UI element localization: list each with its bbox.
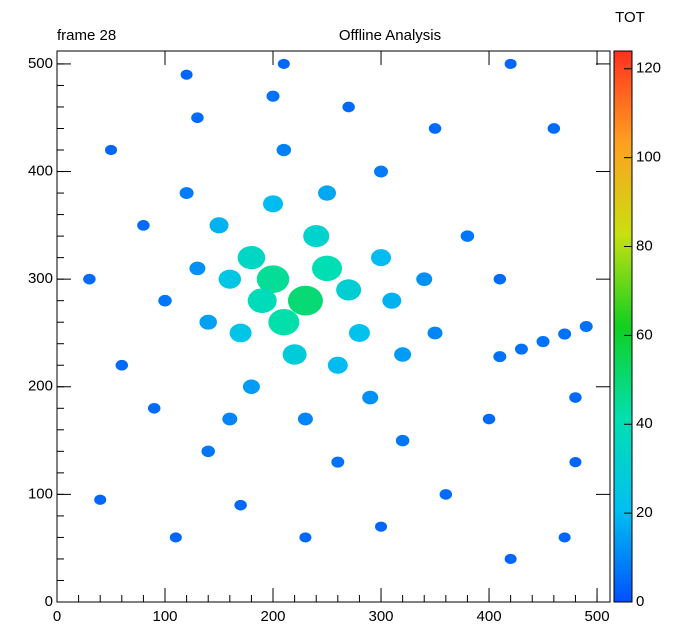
points bbox=[83, 58, 593, 565]
hit-cluster bbox=[362, 390, 379, 405]
hit-cluster bbox=[94, 494, 107, 505]
plot-frame bbox=[56, 50, 611, 603]
hit-cluster bbox=[169, 532, 182, 543]
hit-cluster bbox=[493, 273, 507, 285]
hit-cluster bbox=[282, 344, 307, 365]
hit-cluster bbox=[137, 220, 150, 231]
hit-cluster bbox=[427, 326, 443, 340]
hit-cluster bbox=[371, 249, 392, 267]
hit-cluster bbox=[242, 379, 260, 394]
hit-cluster bbox=[256, 265, 290, 293]
hit-cluster bbox=[276, 143, 292, 157]
z-tick-label: 20 bbox=[636, 504, 653, 521]
x-tick-label: 0 bbox=[53, 608, 61, 625]
hit-cluster bbox=[493, 351, 507, 363]
hit-cluster bbox=[514, 343, 528, 355]
hit-cluster bbox=[199, 314, 217, 330]
hit-cluster bbox=[268, 309, 300, 336]
x-tick-label: 200 bbox=[261, 608, 286, 625]
hit-cluster bbox=[382, 292, 402, 309]
z-tick-label: 100 bbox=[636, 149, 661, 166]
hit-cluster bbox=[237, 245, 266, 270]
hit-cluster bbox=[342, 101, 355, 113]
hit-cluster bbox=[579, 320, 593, 333]
hit-cluster bbox=[147, 402, 161, 414]
hit-cluster bbox=[158, 294, 172, 307]
hit-cluster bbox=[348, 324, 370, 342]
hit-cluster bbox=[83, 273, 96, 285]
hit-cluster bbox=[234, 499, 247, 511]
y-tick-label: 500 bbox=[28, 55, 53, 72]
hit-cluster bbox=[318, 185, 337, 201]
colorbar bbox=[613, 50, 633, 603]
hit-cluster bbox=[266, 90, 280, 102]
y-tick-label: 0 bbox=[45, 593, 53, 610]
hit-cluster bbox=[558, 328, 572, 340]
hit-cluster bbox=[558, 532, 571, 543]
hit-cluster bbox=[180, 69, 193, 80]
y-tick-label: 400 bbox=[28, 163, 53, 180]
hit-cluster bbox=[569, 392, 582, 403]
hit-cluster bbox=[218, 269, 242, 289]
hit-cluster bbox=[416, 272, 433, 286]
hit-cluster bbox=[312, 255, 343, 282]
hit-cluster bbox=[179, 187, 194, 200]
hit-cluster bbox=[247, 288, 277, 313]
y-tick-label: 200 bbox=[28, 378, 53, 395]
x-tick-label: 400 bbox=[477, 608, 502, 625]
hit-cluster bbox=[191, 112, 204, 124]
colorbar-label: TOT bbox=[615, 9, 645, 26]
z-tick-label: 80 bbox=[636, 237, 653, 254]
hit-cluster bbox=[287, 285, 323, 316]
hit-cluster bbox=[547, 123, 561, 134]
hit-cluster bbox=[303, 225, 330, 248]
hit-cluster bbox=[229, 323, 252, 343]
z-tick-label: 0 bbox=[636, 593, 644, 610]
hit-cluster bbox=[297, 412, 313, 426]
x-tick-label: 500 bbox=[585, 608, 610, 625]
y-tick-label: 100 bbox=[28, 485, 53, 502]
hit-cluster bbox=[331, 456, 345, 468]
frame-label: frame 28 bbox=[57, 27, 116, 44]
hit-cluster bbox=[428, 123, 442, 134]
y-tick-label: 300 bbox=[28, 270, 53, 287]
z-tick-label: 120 bbox=[636, 60, 661, 77]
hit-cluster bbox=[569, 456, 582, 468]
hit-cluster bbox=[277, 58, 290, 70]
hit-cluster bbox=[460, 230, 475, 242]
hit-cluster bbox=[504, 553, 517, 565]
hit-cluster bbox=[201, 445, 215, 458]
hit-cluster bbox=[336, 279, 362, 301]
hit-cluster bbox=[327, 356, 348, 374]
hit-cluster bbox=[189, 261, 206, 276]
z-tick-label: 60 bbox=[636, 326, 653, 343]
hit-cluster bbox=[374, 165, 389, 178]
hit-cluster bbox=[395, 434, 410, 447]
hit-cluster bbox=[263, 195, 284, 213]
x-tick-label: 100 bbox=[152, 608, 177, 625]
hit-cluster bbox=[105, 144, 118, 156]
chart-title: Offline Analysis bbox=[339, 27, 441, 44]
hit-cluster bbox=[504, 58, 517, 70]
x-tick-label: 300 bbox=[369, 608, 394, 625]
hit-cluster bbox=[536, 336, 550, 348]
hit-cluster bbox=[394, 347, 412, 362]
hit-cluster bbox=[482, 413, 496, 425]
hit-cluster bbox=[299, 532, 312, 543]
hit-cluster bbox=[209, 217, 229, 234]
hit-cluster bbox=[115, 359, 129, 371]
hit-cluster bbox=[439, 489, 453, 500]
hit-cluster bbox=[222, 412, 238, 426]
z-tick-label: 40 bbox=[636, 415, 653, 432]
hit-cluster bbox=[375, 521, 388, 532]
